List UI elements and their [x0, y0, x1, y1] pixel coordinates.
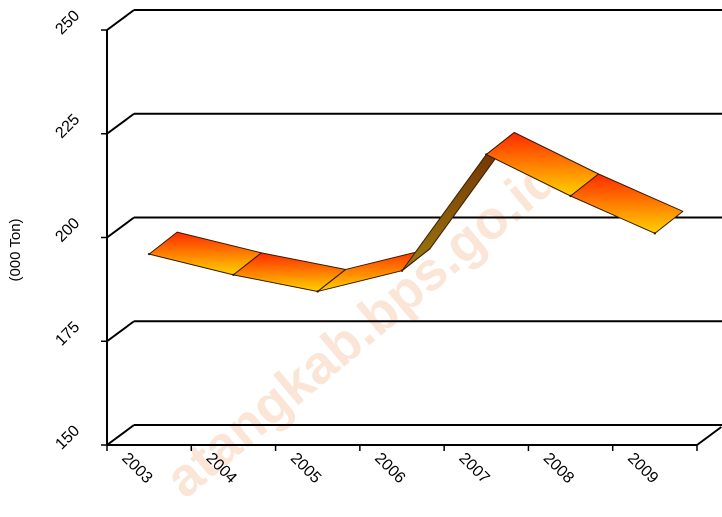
x-tick-label: 2009 [624, 450, 661, 487]
gridline [106, 320, 722, 343]
y-tick-label: 200 [52, 215, 83, 246]
x-axis-depth-edge [696, 426, 722, 446]
y-tick-label: 250 [52, 7, 83, 38]
data-point [316, 290, 319, 293]
data-point [569, 194, 572, 198]
y-tick-label: 150 [52, 422, 83, 453]
series-segment [570, 173, 684, 234]
grid [106, 9, 722, 446]
x-tick-label: 2005 [287, 450, 324, 487]
data-point [147, 252, 151, 256]
x-tick-label: 2007 [455, 450, 492, 487]
data-point [232, 273, 235, 277]
y-tick-label: 225 [52, 111, 83, 142]
series-ribbon [147, 132, 684, 293]
gridline [106, 112, 722, 135]
x-tick-label: 2008 [540, 450, 577, 487]
x-tick-label: 2003 [118, 450, 155, 487]
data-point [485, 153, 488, 156]
gridline [106, 424, 722, 446]
y-tick-label: 175 [52, 319, 83, 350]
data-point [653, 232, 657, 235]
axes [101, 29, 722, 451]
gridline [106, 9, 722, 31]
data-point [400, 269, 404, 272]
x-tick-label: 2006 [371, 450, 408, 487]
y-axis-title: (000 Ton) [7, 218, 24, 281]
